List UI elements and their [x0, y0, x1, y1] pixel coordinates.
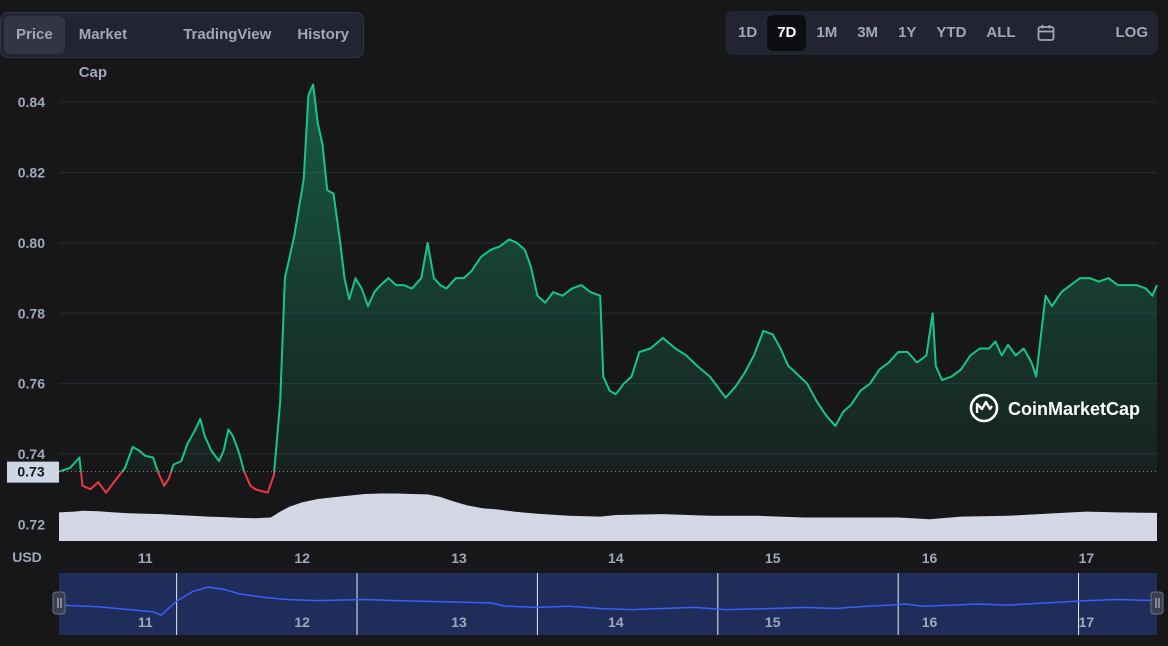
- navigator-left-handle[interactable]: [52, 591, 66, 615]
- x-tick-label: 11: [138, 550, 153, 566]
- reference-price-badge: 0.73: [7, 461, 59, 483]
- calendar-icon[interactable]: [1026, 15, 1066, 51]
- y-axis-labels: 0.84 0.82 0.80 0.78 0.76 0.74 0.72: [18, 94, 45, 532]
- navigator-tick-label: 12: [294, 614, 310, 630]
- navigator-right-handle[interactable]: [1150, 591, 1164, 615]
- coinmarketcap-logo-icon: [969, 393, 999, 423]
- navigator-tick-label: 13: [451, 614, 467, 630]
- x-axis-labels: 11 12 13 14 15 16 17: [138, 550, 1095, 566]
- x-tick-label: 16: [922, 550, 938, 566]
- y-tick-label: 0.72: [18, 516, 45, 532]
- chart-type-tabs: Price Market Cap TradingView History: [0, 12, 364, 81]
- range-all-button[interactable]: ALL: [986, 24, 1016, 41]
- x-tick-label: 12: [294, 550, 310, 566]
- x-tick-label: 13: [451, 550, 467, 566]
- time-range-selector: 1D 7D 1M 3M 1Y YTD ALL LOG: [725, 11, 1158, 55]
- price-area-fill: [59, 84, 1157, 472]
- range-7d-button[interactable]: 7D: [767, 15, 807, 51]
- range-1d-button[interactable]: 1D: [738, 24, 758, 41]
- tab-tradingview[interactable]: TradingView: [183, 26, 272, 43]
- navigator[interactable]: 11 12 13 14 15 16 17: [52, 573, 1164, 635]
- tab-history[interactable]: History: [297, 26, 349, 43]
- y-tick-label: 0.80: [18, 235, 45, 251]
- currency-label: USD: [12, 549, 42, 565]
- navigator-tick-label: 16: [922, 614, 938, 630]
- tab-market-cap[interactable]: Market Cap: [78, 26, 128, 81]
- navigator-tick-label: 15: [765, 614, 781, 630]
- range-ytd-button[interactable]: YTD: [936, 24, 967, 41]
- reference-price-label: 0.73: [17, 464, 44, 480]
- volume-area: [59, 493, 1157, 541]
- tab-price[interactable]: Price: [4, 16, 65, 54]
- y-tick-label: 0.84: [18, 94, 45, 110]
- y-tick-label: 0.76: [18, 376, 45, 392]
- x-tick-label: 17: [1079, 550, 1095, 566]
- y-tick-label: 0.82: [18, 165, 45, 181]
- navigator-tick-label: 11: [138, 614, 153, 630]
- range-1m-button[interactable]: 1M: [816, 24, 838, 41]
- price-line-above: [58, 83, 1158, 472]
- range-1y-button[interactable]: 1Y: [898, 24, 917, 41]
- navigator-tick-label: 14: [608, 614, 624, 630]
- navigator-labels: 11 12 13 14 15 16 17: [138, 614, 1095, 630]
- watermark: CoinMarketCap: [969, 393, 1140, 423]
- range-3m-button[interactable]: 3M: [857, 24, 879, 41]
- watermark-text: CoinMarketCap: [1008, 399, 1140, 419]
- y-tick-label: 0.78: [18, 305, 45, 321]
- x-tick-label: 14: [608, 550, 624, 566]
- navigator-line: [58, 586, 1158, 617]
- log-scale-toggle[interactable]: LOG: [1115, 24, 1149, 41]
- x-tick-label: 15: [765, 550, 781, 566]
- navigator-tick-label: 17: [1079, 614, 1095, 630]
- y-tick-label: 0.74: [18, 446, 45, 462]
